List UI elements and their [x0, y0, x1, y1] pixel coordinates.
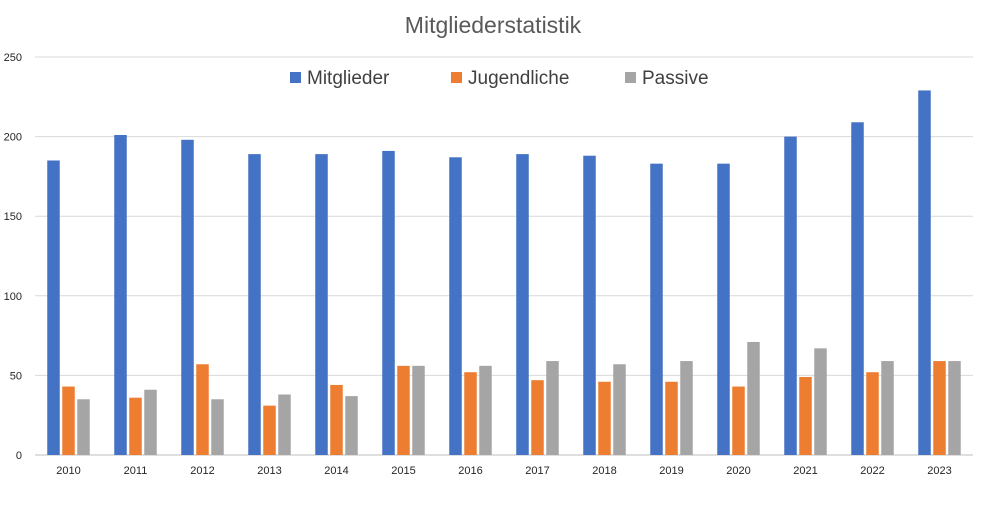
x-tick-label: 2017 — [525, 465, 549, 477]
bar-jugendliche-2015 — [397, 365, 410, 455]
y-tick-label: 150 — [4, 211, 22, 223]
legend-swatch-jugendliche — [451, 72, 462, 83]
x-tick-label: 2020 — [726, 465, 750, 477]
bar-mitglieder-2015 — [382, 150, 395, 456]
bar-jugendliche-2019 — [665, 381, 678, 455]
bar-mitglieder-2022 — [851, 122, 864, 455]
bar-jugendliche-2020 — [732, 386, 745, 455]
bar-passive-2012 — [211, 399, 224, 455]
chart-title: Mitgliederstatistik — [405, 12, 582, 38]
y-tick-label: 100 — [4, 291, 22, 303]
legend-label-mitglieder: Mitglieder — [307, 68, 390, 89]
bar-mitglieder-2010 — [47, 160, 60, 456]
x-tick-label: 2011 — [124, 465, 148, 477]
bar-passive-2022 — [881, 361, 894, 455]
bar-mitglieder-2014 — [315, 154, 328, 455]
bar-passive-2019 — [680, 361, 693, 455]
bar-jugendliche-2022 — [866, 372, 879, 455]
y-tick-label: 250 — [4, 52, 22, 64]
x-tick-label: 2016 — [458, 465, 482, 477]
bar-passive-2014 — [345, 396, 358, 455]
bar-mitglieder-2020 — [717, 163, 730, 455]
bar-jugendliche-2014 — [330, 384, 343, 455]
bar-jugendliche-2018 — [598, 381, 611, 455]
bar-passive-2013 — [278, 394, 291, 455]
bar-mitglieder-2012 — [181, 139, 194, 455]
x-tick-label: 2023 — [927, 465, 951, 477]
y-tick-label: 0 — [16, 450, 22, 462]
gridlines — [35, 56, 973, 456]
bar-jugendliche-2023 — [933, 361, 946, 455]
bar-jugendliche-2011 — [129, 397, 142, 455]
bar-jugendliche-2017 — [531, 380, 544, 455]
y-tick-label: 200 — [4, 132, 22, 144]
bar-passive-2018 — [613, 364, 626, 455]
x-tick-label: 2021 — [793, 465, 817, 477]
bar-passive-2011 — [144, 389, 157, 455]
bar-passive-2015 — [412, 365, 425, 455]
x-tick-label: 2013 — [257, 465, 281, 477]
bar-mitglieder-2013 — [248, 154, 261, 455]
x-tick-label: 2012 — [190, 465, 214, 477]
bar-jugendliche-2013 — [263, 405, 276, 455]
x-tick-label: 2018 — [592, 465, 616, 477]
bar-passive-2021 — [814, 348, 827, 455]
legend: Mitglieder Jugendliche Passive — [290, 68, 709, 89]
y-tick-label: 50 — [10, 370, 22, 382]
bar-jugendliche-2012 — [196, 364, 209, 455]
bar-mitglieder-2011 — [114, 135, 127, 455]
x-tick-label: 2022 — [860, 465, 884, 477]
legend-label-jugendliche: Jugendliche — [468, 68, 569, 89]
bar-mitglieder-2019 — [650, 163, 663, 455]
bar-passive-2020 — [747, 341, 760, 455]
x-axis-ticks: 2010 2011 2012 2013 2014 2015 2016 2017 2018 2019… — [56, 465, 951, 477]
bar-passive-2016 — [479, 365, 492, 455]
x-tick-label: 2015 — [391, 465, 415, 477]
bar-jugendliche-2010 — [62, 386, 75, 455]
x-tick-label: 2010 — [56, 465, 80, 477]
y-axis-ticks: 0 50 100 150 200 250 — [4, 52, 22, 462]
bar-jugendliche-2016 — [464, 372, 477, 455]
x-tick-label: 2019 — [659, 465, 683, 477]
bar-passive-2017 — [546, 361, 559, 455]
bar-passive-2023 — [948, 361, 961, 455]
bar-passive-2010 — [77, 399, 90, 455]
legend-label-passive: Passive — [642, 68, 709, 89]
legend-swatch-mitglieder — [290, 72, 301, 83]
bar-mitglieder-2018 — [583, 155, 596, 456]
x-tick-label: 2014 — [324, 465, 348, 477]
bar-mitglieder-2016 — [449, 157, 462, 455]
bar-mitglieder-2017 — [516, 154, 529, 455]
bar-mitglieder-2023 — [918, 90, 931, 455]
legend-swatch-passive — [625, 72, 636, 83]
bars — [47, 90, 961, 456]
bar-jugendliche-2021 — [799, 376, 812, 455]
bar-mitglieder-2021 — [784, 136, 797, 455]
